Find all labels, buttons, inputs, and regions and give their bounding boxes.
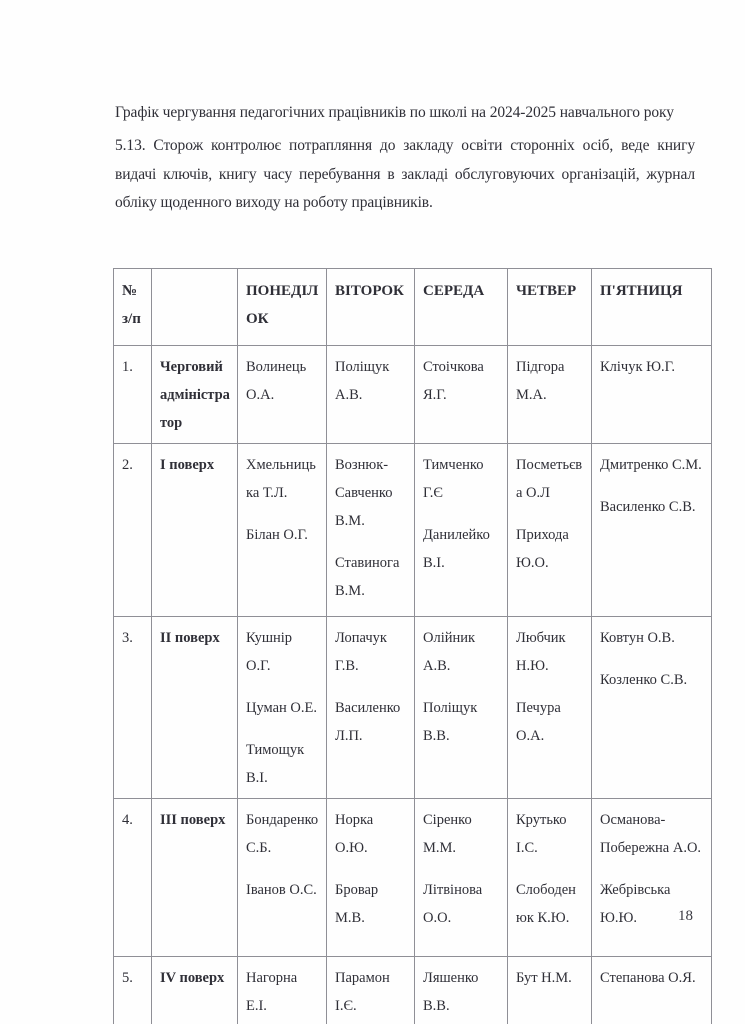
row-number-cell: 3.	[113, 616, 152, 799]
duty-cell-thursday: Любчик Н.Ю. Печура О.А.	[507, 616, 592, 799]
duty-cell-thursday: Бут Н.М.	[507, 956, 592, 1024]
row-number-cell: 5.	[113, 956, 152, 1024]
person-name: Ковтун О.В.	[600, 630, 675, 646]
person-name: Літвінова О.О.	[423, 882, 483, 926]
person-name: Сіренко М.М.	[423, 812, 472, 856]
row-number-cell: 4.	[113, 798, 152, 957]
person-name: Бровар М.В.	[335, 882, 379, 926]
area-label-cell: IV поверх	[151, 956, 238, 1024]
area-label-cell: І поверх	[151, 443, 238, 617]
duty-cell-monday: Волинець О.А.	[237, 345, 327, 444]
person-name: Крутько І.С.	[516, 812, 567, 856]
duty-cell-tuesday: Поліщук А.В.	[326, 345, 415, 444]
duty-cell-wednesday: Сіренко М.М. Літвінова О.О.	[414, 798, 508, 957]
person-name: Прихода Ю.О.	[516, 527, 569, 571]
person-name: Дмитренко С.М.	[600, 457, 702, 473]
person-name: Парамон І.Є.	[335, 970, 390, 1014]
table-row: 3. ІІ поверх Кушнір О.Г. Цуман О.Е. Тимощук …	[113, 616, 712, 799]
duty-cell-thursday: Підгора М.А.	[507, 345, 592, 444]
person-name: Слободенюк К.Ю.	[516, 882, 576, 926]
area-label-cell: ІІ поверх	[151, 616, 238, 799]
person-name: Підгора М.А.	[516, 359, 565, 403]
duty-cell-tuesday: Лопачук Г.В. Василенко Л.П.	[326, 616, 415, 799]
table-row: 2. І поверх Хмельницька Т.Л. Білан О.Г. Возн…	[113, 443, 712, 617]
header-cell-tuesday: ВІТОРОК	[326, 268, 415, 346]
header-cell-monday: ПОНЕДІЛОК	[237, 268, 327, 346]
person-name: Іванов О.С.	[246, 882, 317, 898]
person-name: Цуман О.Е.	[246, 700, 318, 716]
duty-cell-wednesday: Олійник А.В. Поліщук В.В.	[414, 616, 508, 799]
area-label-cell: Черговий адміністратор	[151, 345, 238, 444]
header-cell-friday: П'ЯТНИЦЯ	[591, 268, 712, 346]
person-name: Хмельницька Т.Л.	[246, 457, 316, 501]
duty-cell-tuesday: Норка О.Ю. Бровар М.В.	[326, 798, 415, 957]
table-row: 5. IV поверх Нагорна Е.І. Парамон І.Є. Ляшен…	[113, 956, 712, 1024]
person-name: Вознюк-Савченко В.М.	[335, 457, 393, 529]
header-cell-thursday: ЧЕТВЕР	[507, 268, 592, 346]
duty-cell-monday: Нагорна Е.І.	[237, 956, 327, 1024]
area-label-cell: ІІІ поверх	[151, 798, 238, 957]
person-name: Нагорна Е.І.	[246, 970, 298, 1014]
person-name: Олійник А.В.	[423, 630, 476, 674]
person-name: Бут Н.М.	[516, 970, 572, 986]
duty-cell-monday: Хмельницька Т.Л. Білан О.Г.	[237, 443, 327, 617]
person-name: Поліщук А.В.	[335, 359, 390, 403]
header-row: № з/п ПОНЕДІЛОК ВІТОРОК СЕРЕДА ЧЕТВЕР П'ЯТНИЦ…	[113, 268, 712, 346]
person-name: Печура О.А.	[516, 700, 561, 744]
table-row: 4. ІІІ поверх Бондаренко С.Б. Іванов О.С. Но…	[113, 798, 712, 957]
table-row: 1. Черговий адміністратор Волинець О.А. Пол…	[113, 345, 712, 444]
duty-cell-tuesday: Парамон І.Є.	[326, 956, 415, 1024]
paragraph-5-13: 5.13. Сторож контролює потрапляння до за…	[115, 137, 695, 211]
person-name: Кушнір О.Г.	[246, 630, 293, 674]
person-name: Волинець О.А.	[246, 359, 307, 403]
duty-table-body: 1. Черговий адміністратор Волинець О.А. Пол…	[113, 345, 712, 1024]
person-name: Тимощук В.І.	[246, 742, 305, 786]
person-name: Поліщук В.В.	[423, 700, 478, 744]
person-name: Норка О.Ю.	[335, 812, 374, 856]
duty-cell-monday: Кушнір О.Г. Цуман О.Е. Тимощук В.І.	[237, 616, 327, 799]
person-name: Тимченко Г.Є	[423, 457, 484, 501]
duty-table-header: № з/п ПОНЕДІЛОК ВІТОРОК СЕРЕДА ЧЕТВЕР П'ЯТНИЦ…	[113, 268, 712, 346]
row-number-cell: 2.	[113, 443, 152, 617]
person-name: Ставинога В.М.	[335, 555, 400, 599]
person-name: Козленко С.В.	[600, 672, 688, 688]
person-name: Василенко Л.П.	[335, 700, 401, 744]
duty-cell-friday: Ковтун О.В. Козленко С.В.	[591, 616, 712, 799]
duty-cell-friday: Клічук Ю.Г.	[591, 345, 712, 444]
duty-cell-wednesday: Ляшенко В.В.	[414, 956, 508, 1024]
duty-cell-wednesday: Стоічкова Я.Г.	[414, 345, 508, 444]
duty-schedule-table: № з/п ПОНЕДІЛОК ВІТОРОК СЕРЕДА ЧЕТВЕР П'ЯТНИЦ…	[113, 268, 712, 1024]
person-name: Ляшенко В.В.	[423, 970, 479, 1014]
duty-cell-thursday: Посметьєва О.Л Прихода Ю.О.	[507, 443, 592, 617]
duty-cell-friday: Степанова О.Я.	[591, 956, 712, 1024]
page-number: 18	[678, 908, 693, 924]
duty-cell-friday: Османова-Побережна А.О. Жебрівська Ю.Ю.	[591, 798, 712, 957]
duty-cell-wednesday: Тимченко Г.Є Данилейко В.І.	[414, 443, 508, 617]
person-name: Білан О.Г.	[246, 527, 308, 543]
person-name: Бондаренко С.Б.	[246, 812, 319, 856]
document-title: Графік чергування педагогічних працівник…	[115, 104, 674, 121]
person-name: Степанова О.Я.	[600, 970, 696, 986]
duty-cell-monday: Бондаренко С.Б. Іванов О.С.	[237, 798, 327, 957]
header-cell-area	[151, 268, 238, 346]
duty-cell-thursday: Крутько І.С. Слободенюк К.Ю.	[507, 798, 592, 957]
person-name: Лопачук Г.В.	[335, 630, 387, 674]
person-name: Любчик Н.Ю.	[516, 630, 566, 674]
duty-cell-tuesday: Вознюк-Савченко В.М. Ставинога В.М.	[326, 443, 415, 617]
person-name: Османова-Побережна А.О.	[600, 812, 702, 856]
duty-cell-friday: Дмитренко С.М. Василенко С.В.	[591, 443, 712, 617]
person-name: Жебрівська Ю.Ю.	[600, 882, 671, 926]
person-name: Данилейко В.І.	[423, 527, 490, 571]
header-cell-num: № з/п	[113, 268, 152, 346]
row-number-cell: 1.	[113, 345, 152, 444]
document-text-block: Графік чергування педагогічних працівник…	[115, 94, 695, 218]
person-name: Стоічкова Я.Г.	[423, 359, 484, 403]
person-name: Василенко С.В.	[600, 499, 696, 515]
person-name: Посметьєва О.Л	[516, 457, 583, 501]
person-name: Клічук Ю.Г.	[600, 359, 676, 375]
header-cell-wednesday: СЕРЕДА	[414, 268, 508, 346]
